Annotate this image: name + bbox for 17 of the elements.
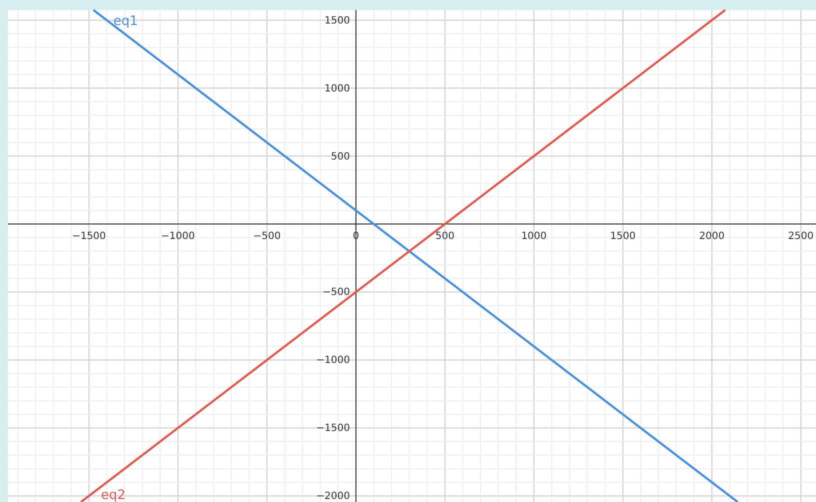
x-tick-label: 1000 bbox=[521, 231, 547, 242]
y-tick-label: 1500 bbox=[324, 15, 350, 26]
y-tick-label: 500 bbox=[330, 151, 350, 162]
y-tick-label: 1000 bbox=[324, 83, 350, 94]
x-tick-label: 2000 bbox=[699, 231, 725, 242]
x-tick-label: −500 bbox=[253, 231, 281, 242]
series-label: eq1 bbox=[113, 14, 138, 29]
y-tick-label: −1000 bbox=[316, 355, 350, 366]
series-label: eq2 bbox=[100, 488, 126, 502]
x-tick-label: 500 bbox=[435, 231, 454, 242]
y-tick-label: −2000 bbox=[316, 491, 350, 502]
x-tick-label: −1000 bbox=[161, 231, 195, 242]
x-tick-label: 2500 bbox=[788, 231, 814, 242]
x-tick-label: 1500 bbox=[610, 231, 636, 242]
y-tick-label: −1500 bbox=[316, 423, 350, 434]
x-tick-label: −1500 bbox=[72, 231, 106, 242]
y-tick-label: −500 bbox=[322, 287, 350, 298]
